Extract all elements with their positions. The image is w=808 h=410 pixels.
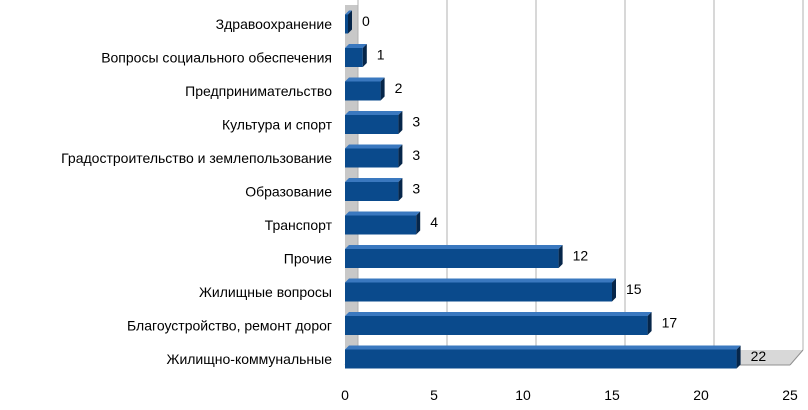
bar-front-face [345,182,399,201]
bar-front-face [345,148,399,168]
floor-tick-line [789,349,804,366]
bar-front-face [345,282,612,302]
category-label: Вопросы социального обеспечения [101,50,332,66]
bar-end-face [398,178,403,201]
bar [345,312,652,335]
data-label: 17 [662,315,678,331]
x-tick-label: 5 [430,387,438,403]
category-label: Жилищно-коммунальные [167,351,333,367]
x-tick-label: 0 [341,387,349,403]
bar-top-face [345,278,616,283]
data-label: 1 [377,47,385,63]
bar-top-face [345,44,367,48]
data-label: 12 [573,248,589,264]
bar-top-face [345,144,403,149]
data-label: 0 [362,13,370,29]
bar-front-face [345,249,559,268]
bar-end-face [647,312,652,335]
x-tick-label: 15 [604,387,620,403]
bar-front-face [345,316,648,335]
category-label: Градостроительство и землепользование [61,150,332,166]
bar-top-face [345,77,385,82]
bar-end-face [612,278,616,302]
data-label: 22 [751,348,767,364]
bar [345,245,563,268]
category-label: Предпринимательство [185,83,332,99]
x-tick-label: 10 [515,387,531,403]
bar [345,77,385,101]
bar-end-face [416,211,421,235]
bar-end-face [380,77,385,101]
bar-top-face [345,10,352,15]
category-label: Жилищные вопросы [199,284,332,300]
data-label: 3 [412,114,420,130]
bar [345,10,352,34]
bar [345,278,616,302]
chart-labels: 0 5 10 15 20 25 Здравоохранение 0 Вопросы социал… [61,13,798,403]
bar-end-face [398,111,403,134]
bar [345,178,403,201]
data-label: 15 [626,281,642,297]
bar-top-face [345,211,421,216]
data-label: 3 [412,181,420,197]
bar-end-face [736,345,741,369]
bar-front-face [345,349,737,369]
bar-end-face [348,10,352,34]
bar [345,345,741,369]
data-label: 2 [395,80,403,96]
category-label: Транспорт [265,217,333,233]
category-label: Культура и спорт [222,117,333,133]
bar [345,144,403,168]
bar-top-face [345,312,652,316]
bar-front-face [345,115,399,134]
category-label: Благоустройство, ремонт дорог [127,318,332,334]
bar-front-face [345,215,417,235]
bar [345,111,403,134]
bar-top-face [345,245,563,249]
category-label: Образование [245,184,332,200]
chart-bars [345,10,741,369]
x-tick-label: 20 [693,387,709,403]
bar-front-face [345,48,363,67]
data-label: 3 [412,147,420,163]
bar [345,211,421,235]
bar-front-face [345,14,348,34]
bar-end-face [398,144,403,168]
x-tick-label: 25 [782,387,798,403]
bar-end-face [362,44,367,67]
bar-end-face [558,245,563,268]
category-label: Прочие [284,251,332,267]
category-label: Здравоохранение [216,16,333,32]
bar-top-face [345,111,403,115]
data-label: 4 [430,214,438,230]
bar-top-face [345,345,741,350]
bar-front-face [345,81,381,101]
bar-top-face [345,178,403,182]
bar [345,44,367,67]
